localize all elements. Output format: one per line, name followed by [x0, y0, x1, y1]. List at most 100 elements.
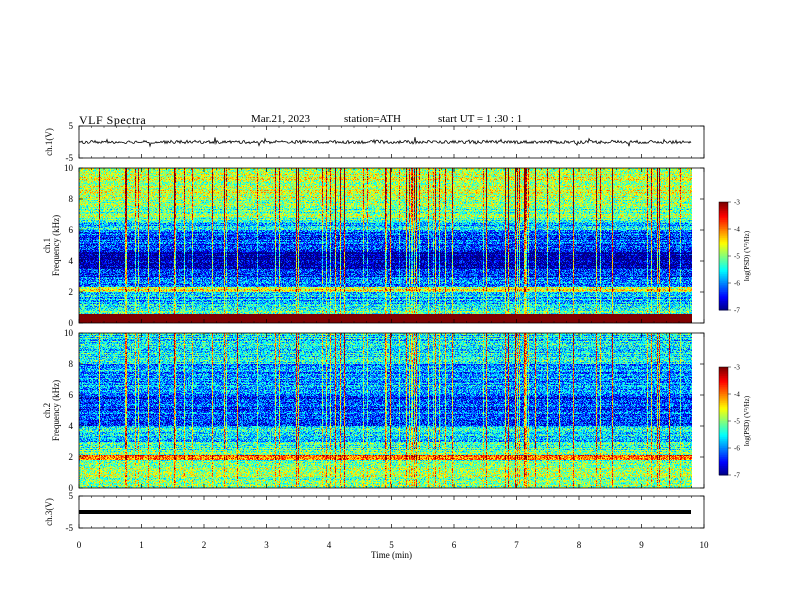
y-tick-label: 4: [69, 256, 74, 266]
colorbar-segment: [719, 214, 728, 217]
colorbar-segment: [719, 426, 728, 429]
y-axis-label: Frequency (kHz): [51, 380, 61, 441]
colorbar-segment: [719, 252, 728, 255]
x-tick-label: 2: [202, 540, 207, 550]
colorbar-segment: [719, 469, 728, 472]
colorbar-segment: [719, 281, 728, 284]
chart-title: VLF Spectra: [79, 113, 147, 127]
colorbar-segment: [719, 254, 728, 257]
colorbar-segment: [719, 256, 728, 259]
y-tick-label: -5: [66, 523, 74, 533]
colorbar-segment: [719, 220, 728, 223]
colorbar-segment: [719, 275, 728, 279]
y-tick-label: 5: [69, 491, 74, 501]
colorbar-segment: [719, 266, 728, 270]
colorbar-segment: [719, 455, 728, 458]
colorbar-segment: [719, 207, 728, 210]
colorbar-segment: [719, 367, 728, 370]
colorbar-segment: [719, 444, 728, 447]
y-tick-label: 6: [69, 225, 74, 235]
colorbar-segment: [719, 229, 728, 232]
colorbar-segment: [719, 236, 728, 239]
colorbar-segment: [719, 212, 728, 216]
colorbar-segment: [719, 274, 728, 277]
colorbar-label: log(PSD) (V²/Hz): [743, 230, 751, 281]
header-date: Mar.21, 2023: [251, 113, 310, 125]
colorbar-segment: [719, 466, 728, 469]
colorbar-segment: [719, 284, 728, 288]
y-tick-label: 0: [69, 318, 74, 328]
colorbar-segment: [719, 223, 728, 226]
colorbar-segment: [719, 408, 728, 411]
colorbar-segment: [719, 203, 728, 207]
colorbar-segment: [719, 386, 728, 390]
colorbar-segment: [719, 245, 728, 248]
x-tick-label: 0: [77, 540, 82, 550]
colorbar-segment: [719, 306, 728, 309]
y-tick-label: 6: [69, 390, 74, 400]
colorbar-tick-label: -3: [734, 364, 740, 372]
colorbar-tick-label: -7: [734, 472, 740, 480]
colorbar-segment: [719, 227, 728, 230]
colorbar-segment: [719, 453, 728, 456]
colorbar-segment: [719, 442, 728, 445]
colorbar-segment: [719, 277, 728, 280]
colorbar-segment: [719, 265, 728, 268]
y-tick-label: 8: [69, 194, 74, 204]
x-tick-label: 3: [264, 540, 269, 550]
colorbar-segment: [719, 293, 728, 297]
x-tick-label: 7: [514, 540, 519, 550]
colorbar-segment: [719, 424, 728, 427]
colorbar-segment: [719, 225, 728, 228]
colorbar-ch1-spectrogram: -3 -4 -5 -6 -7 log(PSD) (V²/Hz): [718, 199, 751, 315]
colorbar-segment: [719, 428, 728, 431]
x-tick-label: 5: [389, 540, 394, 550]
ch1-spectrogram-panel: 0 2 4 6 8 10 ch.1 Frequency (kHz): [42, 163, 705, 328]
panel-channel-label: ch.1: [42, 238, 52, 253]
y-axis-label: Frequency (kHz): [51, 215, 61, 276]
ch1-spectrogram-image: [79, 168, 693, 323]
colorbar-segment: [719, 290, 728, 293]
y-tick-label: 2: [69, 452, 74, 462]
colorbar-segment: [719, 279, 728, 282]
colorbar-segment: [719, 388, 728, 391]
colorbar-segment: [719, 270, 728, 273]
colorbar-segment: [719, 370, 728, 373]
colorbar-tick-label: -5: [734, 253, 740, 261]
panel-channel-label: ch.2: [42, 403, 52, 418]
colorbar-segment: [719, 439, 728, 442]
colorbar-segment: [719, 299, 728, 302]
colorbar-segment: [719, 392, 728, 395]
ch2-spectrogram-frame: [78, 332, 705, 489]
colorbar-segment: [719, 440, 728, 444]
colorbar-segment: [719, 457, 728, 460]
colorbar-segment: [719, 471, 728, 474]
colorbar-segment: [719, 433, 728, 436]
colorbar-segment: [719, 308, 728, 311]
colorbar-segment: [719, 401, 728, 404]
colorbar-segment: [719, 399, 728, 402]
colorbar-tick-label: -6: [734, 280, 740, 288]
x-tick-label: 1: [139, 540, 144, 550]
colorbar-segment: [719, 415, 728, 418]
colorbar-segment: [719, 372, 728, 375]
colorbar-segment: [719, 295, 728, 298]
colorbar-segment: [719, 377, 728, 381]
colorbar-segment: [719, 412, 728, 415]
y-tick-label: 10: [64, 328, 74, 338]
colorbar-segment: [719, 250, 728, 253]
colorbar-segment: [719, 257, 728, 261]
colorbar-segment: [719, 302, 728, 306]
colorbar-segment: [719, 410, 728, 413]
colorbar-segment: [719, 209, 728, 212]
colorbar-tick-label: -3: [734, 199, 740, 207]
colorbar-segment: [719, 379, 728, 382]
colorbar-segment: [719, 376, 728, 379]
x-tick-label: 8: [577, 540, 582, 550]
colorbar-segment: [719, 419, 728, 422]
colorbar-segment: [719, 304, 728, 307]
colorbar-segment: [719, 268, 728, 271]
colorbar-segment: [719, 403, 728, 406]
colorbar-segment: [719, 263, 728, 266]
